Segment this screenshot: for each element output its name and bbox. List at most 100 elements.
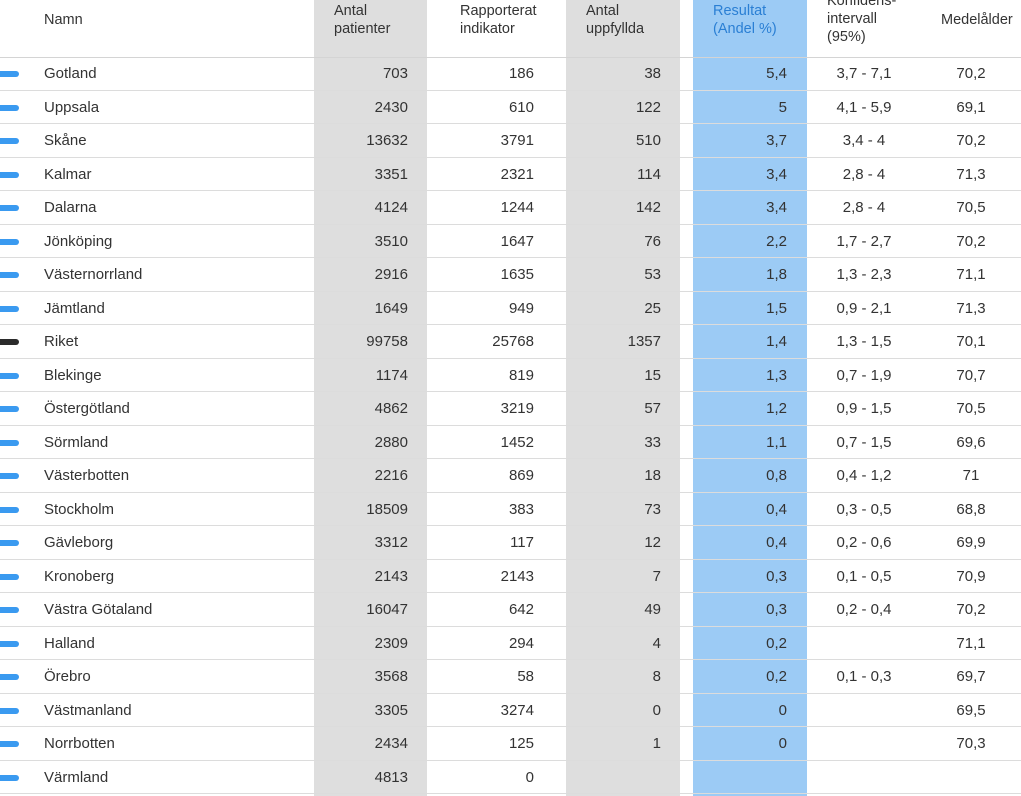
table-row[interactable]: Kronoberg 2143 2143 7 0,3 0,1 - 0,5 70,9 (0, 560, 1021, 593)
age-value: 70,7 (956, 366, 986, 384)
patients-value: 2916 (374, 266, 408, 283)
table-row[interactable]: Östergötland 4862 3219 57 1,2 0,9 - 1,5 70,5 (0, 392, 1021, 426)
table-row[interactable]: Örebro 3568 58 8 0,2 0,1 - 0,3 69,7 (0, 660, 1021, 694)
region-name: Västernorrland (44, 266, 143, 283)
reported-value: 869 (508, 467, 534, 484)
region-marker (0, 272, 19, 278)
region-name: Gotland (44, 65, 97, 82)
region-marker (0, 774, 19, 781)
header-reported-line1: Rapporterat (460, 3, 537, 19)
reported-value: 1635 (500, 266, 534, 283)
ci-value: 3,7 - 7,1 (836, 65, 892, 82)
age-value: 70,9 (956, 567, 986, 585)
reported-value: 1452 (500, 433, 534, 451)
region-marker (0, 640, 19, 647)
patients-value: 4124 (374, 199, 408, 216)
header-age[interactable]: Medelålder (941, 11, 1013, 29)
patients-value: 4813 (374, 768, 408, 786)
table-row[interactable]: Jämtland 1649 949 25 1,5 0,9 - 2,1 71,3 (0, 292, 1021, 325)
table-row[interactable]: Västra Götaland 16047 642 49 0,3 0,2 - 0,4 70,… (0, 593, 1021, 627)
header-ci[interactable]: Konfidens- intervall (95%) (827, 0, 896, 46)
table-row[interactable]: Halland 2309 294 4 0,2 71,1 (0, 627, 1021, 660)
ci-value: 0,9 - 2,1 (836, 299, 892, 317)
fulfilled-value: 57 (644, 400, 661, 417)
age-value: 71,3 (956, 165, 986, 183)
reported-value: 186 (508, 65, 534, 82)
fulfilled-value: 25 (644, 299, 661, 317)
table-row[interactable]: Västerbotten 2216 869 18 0,8 0,4 - 1,2 71 (0, 459, 1021, 493)
result-value: 5,4 (766, 65, 787, 82)
region-name: Östergötland (44, 400, 130, 417)
table-row[interactable]: Riket 99758 25768 1357 1,4 1,3 - 1,5 70,1 (0, 325, 1021, 359)
header-result-line2: (Andel %) (713, 21, 777, 37)
header-name-label: Namn (44, 12, 83, 28)
patients-value: 99758 (366, 333, 408, 350)
header-name[interactable]: Namn (44, 11, 83, 29)
patients-value: 3510 (374, 232, 408, 250)
fulfilled-value: 15 (644, 366, 661, 384)
age-value (921, 761, 1021, 794)
result-value: 0,2 (766, 668, 787, 685)
result-value: 1,1 (766, 433, 787, 451)
patients-value: 3568 (374, 668, 408, 685)
age-value: 69,1 (956, 98, 986, 116)
patients-value: 2216 (374, 467, 408, 484)
age-value: 71,1 (956, 266, 986, 283)
fulfilled-value: 122 (635, 98, 661, 116)
reported-value: 117 (510, 534, 534, 551)
reported-value: 1244 (500, 199, 534, 216)
result-value: 3,7 (766, 132, 787, 149)
ci-value: 0,1 - 0,5 (836, 567, 892, 585)
table-row[interactable]: Västmanland 3305 3274 0 0 69,5 (0, 694, 1021, 727)
reported-value: 383 (508, 500, 534, 518)
region-name: Sörmland (44, 433, 109, 451)
table-row[interactable]: Värmland 4813 0 (0, 761, 1021, 794)
patients-value: 13632 (366, 132, 408, 149)
age-value: 69,9 (956, 534, 986, 551)
age-value: 70,1 (956, 333, 986, 350)
table-row[interactable]: Norrbotten 2434 125 1 0 70,3 (0, 727, 1021, 761)
table-row[interactable]: Uppsala 2430 610 122 5 4,1 - 5,9 69,1 (0, 91, 1021, 124)
table-row[interactable]: Blekinge 1174 819 15 1,3 0,7 - 1,9 70,7 (0, 359, 1021, 392)
age-value: 69,7 (956, 668, 986, 685)
table-row[interactable]: Gävleborg 3312 117 12 0,4 0,2 - 0,6 69,9 (0, 526, 1021, 560)
fulfilled-column-background (566, 0, 680, 796)
patients-value: 3312 (374, 534, 408, 551)
table-header: Namn Antal patienter Rapporterat indikat… (0, 0, 1021, 58)
table-row[interactable]: Gotland 703 186 38 5,4 3,7 - 7,1 70,2 (0, 57, 1021, 91)
region-name: Västerbotten (44, 467, 130, 484)
header-reported[interactable]: Rapporterat indikator (460, 2, 537, 38)
region-name: Halland (44, 634, 95, 652)
region-marker (0, 506, 19, 513)
ci-value (807, 627, 921, 660)
result-value: 0,4 (766, 500, 787, 518)
table-row[interactable]: Dalarna 4124 1244 142 3,4 2,8 - 4 70,5 (0, 191, 1021, 225)
table-row[interactable]: Stockholm 18509 383 73 0,4 0,3 - 0,5 68,8 (0, 493, 1021, 526)
fulfilled-value: 1357 (627, 333, 661, 350)
ci-value (807, 694, 921, 727)
region-marker (0, 205, 19, 211)
region-name: Stockholm (44, 500, 115, 518)
reported-value: 3791 (500, 132, 534, 149)
table-row[interactable]: Västernorrland 2916 1635 53 1,8 1,3 - 2,3 71,1 (0, 258, 1021, 292)
region-marker (0, 439, 19, 446)
table-body: Gotland 703 186 38 5,4 3,7 - 7,1 70,2 Uppsala 24… (0, 57, 1021, 794)
result-value: 0 (778, 701, 787, 719)
result-value: 0,4 (766, 534, 787, 551)
table-row[interactable]: Jönköping 3510 1647 76 2,2 1,7 - 2,7 70,2 (0, 225, 1021, 258)
region-marker (0, 473, 19, 479)
header-result[interactable]: Resultat (Andel %) (713, 2, 777, 38)
region-name: Jönköping (44, 232, 113, 250)
region-marker (0, 674, 19, 680)
header-ci-line3: (95%) (827, 29, 866, 45)
header-fulfilled[interactable]: Antal uppfyllda (586, 2, 644, 38)
table-row[interactable]: Skåne 13632 3791 510 3,7 3,4 - 4 70,2 (0, 124, 1021, 158)
region-marker (0, 540, 19, 546)
header-patients[interactable]: Antal patienter (334, 2, 390, 38)
fulfilled-value: 38 (644, 65, 661, 82)
region-marker (0, 741, 19, 747)
table-row[interactable]: Kalmar 3351 2321 114 3,4 2,8 - 4 71,3 (0, 158, 1021, 191)
table-row[interactable]: Sörmland 2880 1452 33 1,1 0,7 - 1,5 69,6 (0, 426, 1021, 459)
reported-value: 819 (508, 366, 534, 384)
region-name: Kronoberg (44, 567, 115, 585)
